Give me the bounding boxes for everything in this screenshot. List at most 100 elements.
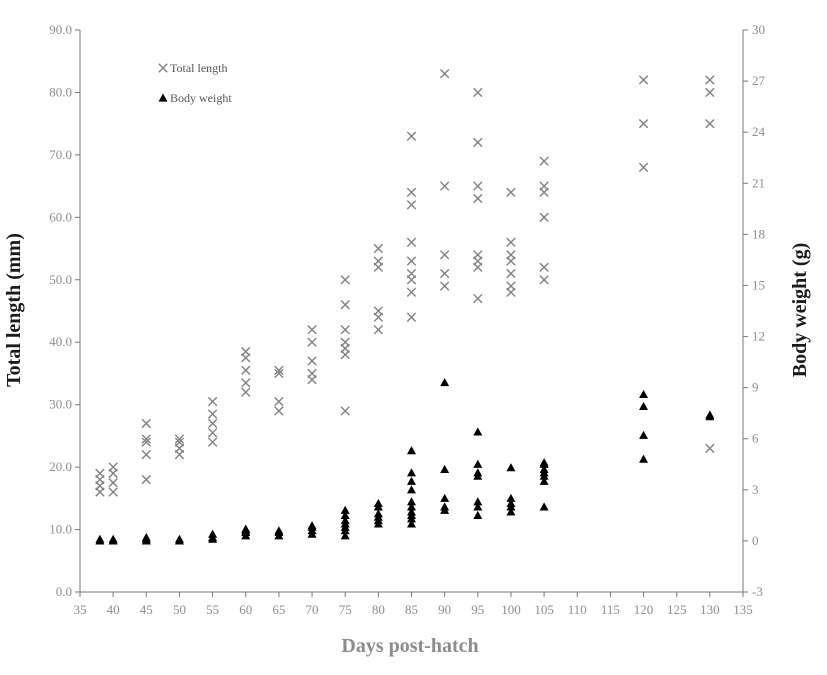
x-marker-stroke	[241, 346, 251, 357]
x-marker-stroke	[141, 418, 151, 429]
total-length-point	[406, 312, 417, 322]
x-marker-stroke	[406, 312, 417, 322]
x-tick-label: 60	[239, 602, 252, 617]
total-length-point	[241, 378, 251, 388]
total-length-point	[307, 368, 317, 379]
body-weight-point	[473, 459, 483, 468]
x-marker-stroke	[141, 474, 151, 485]
x-marker-stroke	[539, 262, 549, 272]
total-length-point	[141, 437, 151, 447]
x-marker-stroke	[406, 131, 417, 141]
y2-tick-label: 18	[752, 226, 765, 241]
body-weight-point	[340, 505, 350, 514]
body-weight-point	[440, 464, 450, 473]
body-weight-point	[141, 533, 151, 542]
y-tick-label: 60.0	[49, 209, 72, 224]
body-weight-point	[373, 498, 383, 508]
x-marker-stroke	[406, 237, 417, 248]
x-marker-stroke	[207, 428, 218, 438]
total-length-point	[473, 293, 483, 304]
y2-axis-ticks: -3 0 3 6 9 12 15 18 21 24 27 30	[743, 22, 766, 599]
total-length-point	[539, 156, 549, 166]
total-length-point	[439, 250, 450, 260]
data-points	[95, 69, 715, 545]
y-tick-label: 10.0	[49, 522, 72, 537]
x-marker-stroke	[174, 437, 185, 447]
x-marker-stroke	[108, 478, 118, 488]
body-weight-point	[340, 510, 350, 519]
body-weight-point	[407, 485, 416, 494]
total-length-point	[340, 275, 350, 285]
y-tick-label: 90.0	[49, 22, 72, 37]
x-tick-label: 125	[667, 602, 687, 617]
y2-tick-label: 27	[752, 73, 766, 88]
x-marker-stroke	[705, 75, 715, 85]
total-length-point	[539, 181, 549, 191]
y-tick-label: 50.0	[49, 272, 72, 287]
y2-tick-label: 15	[752, 277, 765, 292]
total-length-point	[406, 131, 417, 141]
x-marker-stroke	[373, 306, 384, 316]
x-axis-ticks: 35 40 45 50 55 60 65 70 75 80 85 90 95 100 105 110 115 12…	[74, 592, 753, 617]
total-length-point	[506, 187, 516, 198]
total-length-point	[705, 443, 715, 454]
x-tick-label: 35	[74, 602, 87, 617]
total-length-point	[506, 281, 516, 291]
legend-label-body-weight: Body weight	[170, 91, 232, 105]
total-length-point	[705, 118, 715, 129]
x-marker-stroke	[241, 365, 251, 376]
x-tick-label: 110	[568, 602, 587, 617]
x-marker-stroke	[473, 293, 483, 304]
x-marker-stroke	[241, 387, 251, 397]
total-length-point	[108, 478, 118, 488]
total-length-point	[506, 237, 516, 248]
x-marker-stroke	[439, 69, 450, 79]
total-length-point	[406, 287, 417, 297]
total-length-point	[506, 268, 516, 279]
total-length-point	[207, 437, 218, 447]
x-marker-stroke	[141, 437, 151, 447]
total-length-point	[406, 200, 417, 210]
total-length-point	[108, 487, 118, 497]
y-axis-ticks: 0.0 10.0 20.0 30.0 40.0 50.0 60.0 70.0 80.0 90.0	[49, 22, 80, 599]
total-length-point	[638, 162, 649, 173]
total-length-point	[473, 193, 483, 204]
total-length-point	[307, 356, 317, 366]
y-tick-label: 20.0	[49, 459, 72, 474]
total-length-point	[207, 418, 218, 429]
total-length-point	[406, 268, 417, 279]
x-marker-stroke	[406, 256, 417, 266]
body-weight-point	[506, 493, 516, 502]
x-marker-stroke	[274, 406, 284, 416]
x-marker-stroke	[638, 118, 649, 129]
body-weight-point	[506, 498, 516, 508]
total-length-point	[141, 434, 151, 444]
legend-label-total-length: Total length	[170, 61, 227, 75]
total-length-point	[108, 462, 118, 472]
x-marker-stroke	[307, 337, 317, 347]
x-tick-label: 85	[405, 602, 418, 617]
x-marker-stroke	[439, 250, 450, 260]
x-marker-stroke	[506, 237, 516, 248]
x-marker-stroke	[307, 325, 317, 335]
total-length-point	[539, 262, 549, 272]
x-tick-label: 65	[272, 602, 285, 617]
body-weight-point	[407, 507, 416, 516]
x-marker-stroke	[340, 275, 350, 285]
x-tick-label: 95	[471, 602, 484, 617]
body-weight-point	[506, 463, 516, 472]
x-marker-stroke	[638, 162, 649, 173]
y2-tick-label: 0	[752, 533, 759, 548]
x-marker-stroke	[439, 268, 450, 279]
x-marker-stroke	[406, 287, 417, 297]
x-marker-stroke	[473, 250, 483, 260]
x-marker-stroke	[307, 368, 317, 379]
body-weight-point	[407, 446, 416, 455]
total-length-point	[207, 396, 218, 407]
x-marker-stroke	[141, 434, 151, 444]
body-weight-point	[539, 464, 549, 473]
total-length-point	[340, 325, 350, 335]
x-tick-label: 120	[634, 602, 654, 617]
body-weight-point	[506, 507, 516, 516]
